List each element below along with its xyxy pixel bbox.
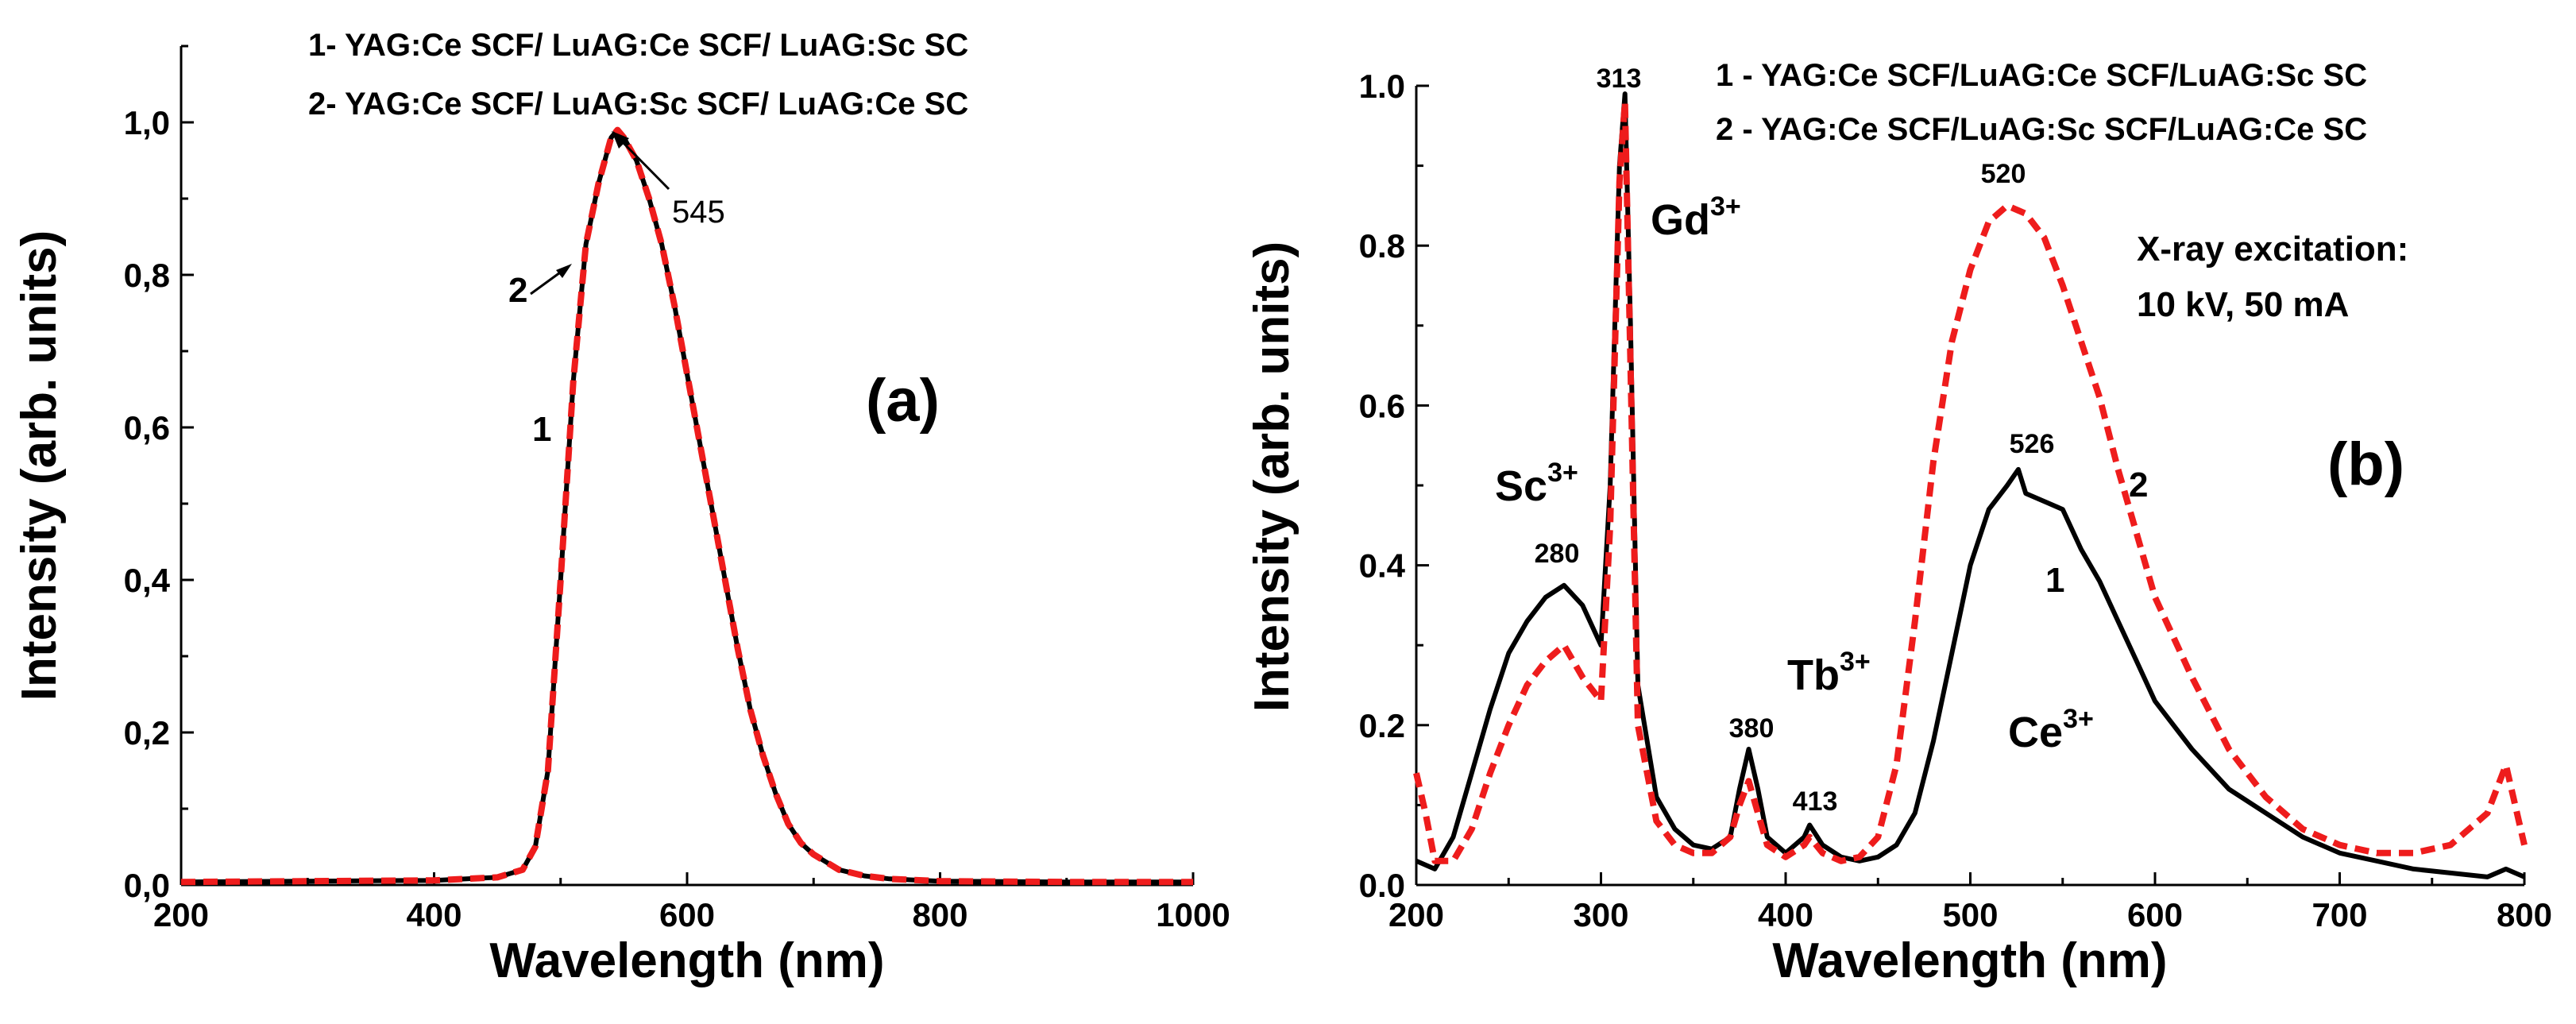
b-x-axis-label: Wavelength (nm) [1772,933,2167,988]
panel-b: 200 300 400 500 600 700 800 0.0 0.2 0.4 0.6 0.8 1.0… [1245,58,2552,988]
b-curve2-label: 2 [2129,466,2148,504]
a-curve2-arrowhead [556,264,572,278]
a-y-tick-label: 0,0 [124,867,170,904]
a-series [180,126,1193,886]
b-x-tick-label: 600 [2127,896,2183,933]
a-y-tick-label: 0,8 [124,257,170,294]
a-curve1-label: 1 [532,410,551,449]
b-peak-526-label: 526 [2010,429,2055,459]
b-ion-tb: Tb3+ [1787,647,1871,699]
a-y-axis-label: Intensity (arb. units) [12,230,67,701]
b-curve1-label: 1 [2045,561,2064,600]
a-legend-1: 1- YAG:Ce SCF/ LuAG:Ce SCF/ LuAG:Sc SC [308,28,968,63]
a-peak-label: 545 [672,195,725,230]
b-excitation-line2: 10 kV, 50 mA [2137,285,2349,324]
a-curve2-label: 2 [508,271,527,310]
a-x-tick-label: 200 [153,896,209,933]
b-x-tick-label: 800 [2497,896,2552,933]
b-peak-280-label: 280 [1535,539,1580,569]
a-y-tick-label: 0,2 [124,714,170,752]
b-x-tick-label: 300 [1573,896,1628,933]
a-x-tick-label: 1000 [1156,896,1230,933]
b-y-tick-label: 0.6 [1359,387,1405,424]
b-ion-sc: Sc3+ [1495,458,1578,510]
b-x-tick-label: 700 [2311,896,2367,933]
b-x-tick-label: 500 [1942,896,1998,933]
b-y-axis-label: Intensity (arb. units) [1245,242,1300,712]
a-legend-2: 2- YAG:Ce SCF/ LuAG:Sc SCF/ LuAG:Ce SC [308,87,968,122]
a-y-tick-label: 1,0 [124,104,170,141]
b-legend-2: 2 - YAG:Ce SCF/LuAG:Sc SCF/LuAG:Ce SC [1716,112,2367,147]
a-peak-arrow [614,133,670,191]
b-y-tick-label: 0.0 [1359,867,1405,904]
b-x-tick-label: 400 [1758,896,1813,933]
b-peak-520-label: 520 [1981,159,2026,189]
panel-a: 200 400 600 800 1000 0,0 0,2 0,4 0,6 0,8 1,0 Wave… [12,28,1230,988]
a-y-ticks: 0,0 0,2 0,4 0,6 0,8 1,0 [124,44,194,904]
a-series-2-line [180,126,1193,886]
a-y-tick-label: 0,6 [124,409,170,446]
a-y-tick-label: 0,4 [124,562,171,599]
a-x-tick-label: 800 [912,896,967,933]
b-excitation-line1: X-ray excitation: [2137,230,2408,269]
b-y-tick-label: 0.8 [1359,227,1405,265]
b-peak-313-label: 313 [1597,64,1642,94]
b-ion-gd: Gd3+ [1651,191,1741,244]
a-series-1-line [180,127,1193,885]
a-x-tick-label: 400 [406,896,462,933]
b-series-1-line [1415,91,2526,879]
b-series [1413,91,2528,879]
b-y-tick-label: 0.2 [1359,707,1405,744]
a-peak-arrowhead [612,131,629,149]
b-y-tick-label: 0.4 [1359,547,1406,585]
b-y-tick-label: 1.0 [1359,68,1405,105]
a-panel-label: (a) [866,367,940,435]
b-series-2-line [1413,99,2528,864]
b-x-tick-label: 200 [1388,896,1444,933]
a-x-tick-label: 600 [659,896,715,933]
b-panel-label: (b) [2327,431,2404,498]
b-peak-380-label: 380 [1729,713,1775,744]
b-x-ticks: 200 300 400 500 600 700 800 [1388,872,2552,933]
a-x-axis-label: Wavelength (nm) [489,933,884,988]
b-legend-1: 1 - YAG:Ce SCF/LuAG:Ce SCF/LuAG:Sc SC [1716,58,2367,93]
b-ion-ce: Ce3+ [2008,704,2094,756]
b-y-ticks: 0.0 0.2 0.4 0.6 0.8 1.0 [1359,68,1429,904]
b-peak-413-label: 413 [1793,786,1838,817]
